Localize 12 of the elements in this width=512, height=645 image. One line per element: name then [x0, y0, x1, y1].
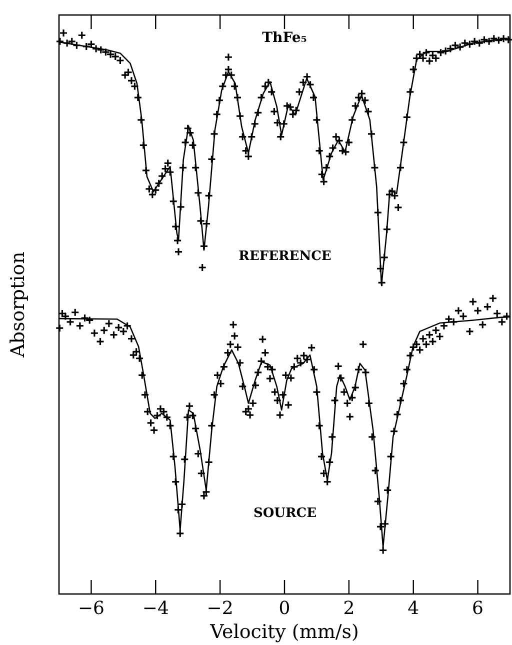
- x-axis-title: Velocity (mm/s): [209, 621, 359, 643]
- x-tick-label: −4: [142, 598, 169, 619]
- chart-title: ThFe₅: [262, 30, 307, 46]
- x-tick-label: 4: [408, 598, 420, 619]
- x-tick-label: 0: [278, 598, 290, 619]
- annotation: REFERENCE: [238, 249, 332, 264]
- x-tick-label: 6: [472, 598, 484, 619]
- x-tick-label: −2: [206, 598, 234, 619]
- x-tick-label: −6: [78, 598, 104, 619]
- x-tick-label: 2: [343, 598, 355, 619]
- y-axis-title: Absorption: [7, 252, 29, 358]
- annotation: SOURCE: [253, 506, 317, 521]
